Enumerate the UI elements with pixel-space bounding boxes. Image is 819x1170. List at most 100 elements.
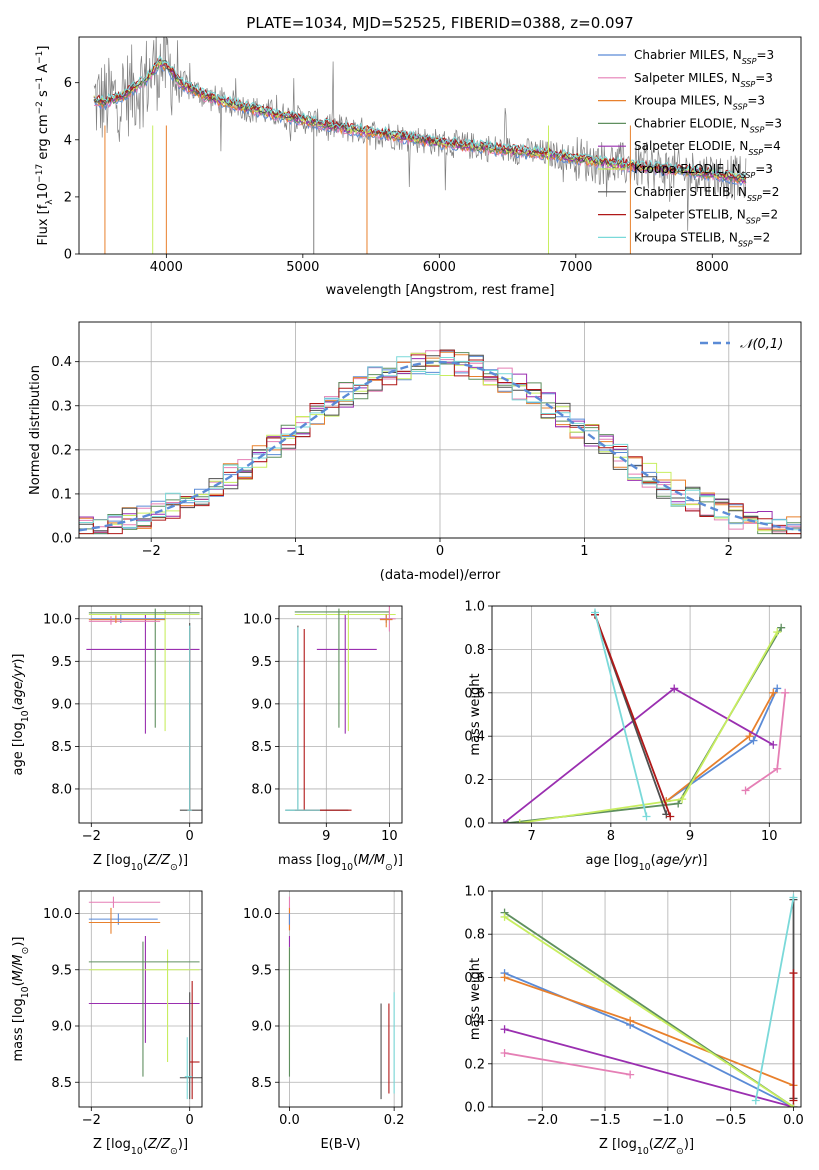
- weight-line-salpeter_elodie: [504, 1028, 794, 1107]
- mass_vs_ebv-points: [288, 896, 395, 1100]
- model-kroupa_stelib: [94, 55, 747, 181]
- legend-label: Chabrier ELODIE, NSSP=3: [634, 116, 782, 133]
- y-tick-label: 9.5: [51, 655, 72, 670]
- weight-marker: [789, 1096, 798, 1105]
- legend-label: Salpeter ELODIE, NSSP=4: [634, 139, 781, 157]
- y-tick-label: 9.5: [251, 655, 272, 670]
- y-tick-label: 1.0: [464, 885, 485, 900]
- axes-frame: [278, 890, 403, 1108]
- axes-frame: [491, 890, 802, 1108]
- y-tick-label: 0.4: [51, 355, 72, 370]
- y-axis-label: age [log10(age/yr)]: [11, 653, 31, 775]
- x-tick-label: 10: [761, 829, 778, 844]
- weight-marker: [500, 973, 509, 982]
- y-tick-label: 0.2: [464, 1057, 485, 1072]
- histogram-kroupa_stelib: [79, 356, 801, 531]
- y-tick-label: 0.4: [464, 730, 485, 745]
- y-axis-label: Flux [fλ10−17 erg cm−2 s−1 A−1]: [35, 46, 55, 246]
- weight-marker: [769, 740, 778, 749]
- y-tick-label: 8.5: [251, 1076, 272, 1091]
- weight-marker: [773, 764, 782, 773]
- histogram-curves: [79, 349, 801, 535]
- weight-line-kroupa_elodie: [504, 916, 794, 1107]
- mass_vs_ebv-axes: 0.0 0.2 8.5 9.0 9.5 10.0: [243, 891, 404, 1128]
- y-tick-label: 8.0: [251, 782, 272, 797]
- mass_vs_z-points: [88, 896, 202, 1100]
- x-tick-label: 0.2: [384, 1113, 405, 1128]
- x-tick-label: 4000: [150, 260, 183, 275]
- y-tick-label: 0.1: [51, 487, 72, 502]
- spectrum-curves: [93, 37, 747, 254]
- weight-line-kroupa_miles: [504, 976, 794, 1087]
- y-axis-label: mass weight: [468, 673, 483, 755]
- weight-marker: [751, 1096, 760, 1105]
- x-tick-label: −1.0: [652, 1113, 684, 1128]
- x-tick-label: 0.0: [279, 1113, 300, 1128]
- weight-marker: [678, 795, 687, 804]
- y-tick-label: 10.0: [43, 612, 72, 627]
- weight-marker: [500, 1049, 509, 1057]
- x-axis-label: wavelength [Angstrom, rest frame]: [326, 283, 555, 298]
- weight-line-kroupa_elodie: [519, 631, 778, 823]
- weight-marker: [773, 628, 782, 637]
- y-tick-label: 8.0: [51, 782, 72, 797]
- y-tick-label: 0.0: [51, 532, 72, 547]
- y-tick-label: 9.0: [51, 1020, 72, 1035]
- y-tick-label: 1.0: [464, 600, 485, 615]
- legend-label: Chabrier MILES, NSSP=3: [634, 48, 774, 66]
- x-tick-label: 2: [725, 544, 733, 559]
- y-tick-label: 0.2: [51, 443, 72, 458]
- y-tick-label: 8.5: [251, 740, 272, 755]
- weight-marker: [773, 684, 782, 693]
- weight_vs_z-axes: −2.0 −1.5 −1.0 −0.5 0.0 0.0 0.2 0.4 0.6 0.8 1.0: [464, 885, 803, 1129]
- y-tick-label: 0.0: [464, 817, 485, 832]
- x-tick-label: −2: [82, 1113, 101, 1128]
- weight-line-kroupa_stelib: [754, 897, 795, 1101]
- weight-marker: [777, 623, 786, 632]
- normal-curve: [79, 360, 801, 532]
- y-tick-label: 8.5: [51, 1076, 72, 1091]
- y-tick-label: 9.0: [251, 1020, 272, 1035]
- weight-line-salpeter_stelib: [594, 614, 672, 817]
- mass_vs_z-axes: −2 0 8.5 9.0 9.5 10.0: [43, 891, 202, 1128]
- x-axis-label: Z [log10(Z/Z⊙)]: [93, 1137, 188, 1157]
- weight-marker: [745, 732, 754, 741]
- axes-frame: [78, 605, 203, 824]
- weight-marker: [642, 812, 651, 821]
- x-tick-label: 7000: [559, 260, 592, 275]
- y-tick-label: 9.0: [51, 697, 72, 712]
- x-axis-label: (data-model)/error: [380, 568, 501, 583]
- weight-marker: [789, 893, 798, 902]
- y-tick-label: 0: [64, 248, 72, 263]
- x-tick-label: −2.0: [526, 1113, 558, 1128]
- x-tick-label: −0.5: [715, 1113, 747, 1128]
- legend-label: Kroupa STELIB, NSSP=2: [634, 230, 770, 248]
- residuals-axes: −2 −1 0 1 2 0.0 0.1 0.2 0.3 0.4: [51, 322, 801, 559]
- weight-marker: [591, 608, 599, 617]
- weight_vs_age-lines: [499, 608, 790, 823]
- x-tick-label: 0: [186, 829, 194, 844]
- y-axis-label: mass [log10(M/M⊙)]: [11, 937, 31, 1062]
- age_vs_z-axes: −2 0 8.0 8.5 9.0 9.5 10.0: [43, 606, 202, 844]
- weight-marker: [626, 1070, 635, 1079]
- legend-label: Kroupa MILES, NSSP=3: [634, 94, 765, 112]
- model-kroupa_miles: [93, 63, 747, 184]
- weight-marker: [789, 969, 798, 978]
- y-tick-label: 10.0: [243, 907, 272, 922]
- x-tick-label: 9: [322, 829, 330, 844]
- axes-frame: [78, 36, 802, 255]
- x-axis-label: Z [log10(Z/Z⊙)]: [93, 853, 188, 873]
- axes-frame: [78, 321, 802, 539]
- y-tick-label: 9.0: [251, 697, 272, 712]
- x-tick-label: −2: [142, 544, 161, 559]
- legend-label: Chabrier STELIB, NSSP=2: [634, 185, 779, 203]
- x-axis-label: E(B-V): [320, 1137, 360, 1152]
- y-tick-label: 4: [64, 133, 72, 148]
- weight-line-chabrier_miles: [665, 688, 779, 803]
- weight-marker: [769, 688, 778, 697]
- legend-label: 𝒩(0,1): [740, 337, 783, 352]
- age_vs_mass-points: [285, 606, 396, 811]
- spectrum-legend: Chabrier MILES, NSSP=3 Salpeter MILES, NS…: [598, 48, 782, 248]
- model-salpeter_elodie: [93, 60, 747, 184]
